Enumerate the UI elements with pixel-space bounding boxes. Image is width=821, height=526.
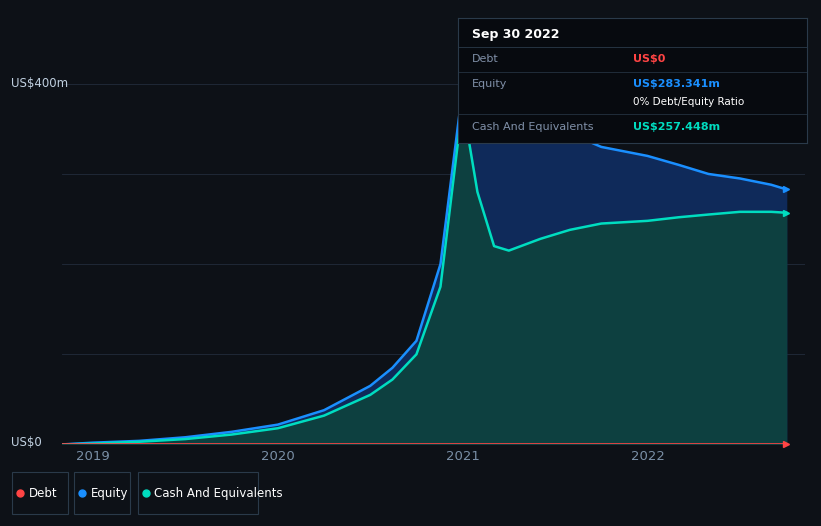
Text: Debt: Debt <box>29 487 57 500</box>
Text: US$283.341m: US$283.341m <box>633 79 719 89</box>
Text: Sep 30 2022: Sep 30 2022 <box>472 28 560 41</box>
Text: 0% Debt/Equity Ratio: 0% Debt/Equity Ratio <box>633 97 744 107</box>
Text: Equity: Equity <box>472 79 507 89</box>
Text: US$0: US$0 <box>11 436 41 449</box>
Text: Cash And Equivalents: Cash And Equivalents <box>154 487 283 500</box>
Text: US$257.448m: US$257.448m <box>633 122 720 132</box>
Text: Cash And Equivalents: Cash And Equivalents <box>472 122 594 132</box>
Text: Debt: Debt <box>472 54 499 64</box>
Text: US$0: US$0 <box>633 54 665 64</box>
Text: Equity: Equity <box>90 487 128 500</box>
Text: US$400m: US$400m <box>11 77 68 90</box>
